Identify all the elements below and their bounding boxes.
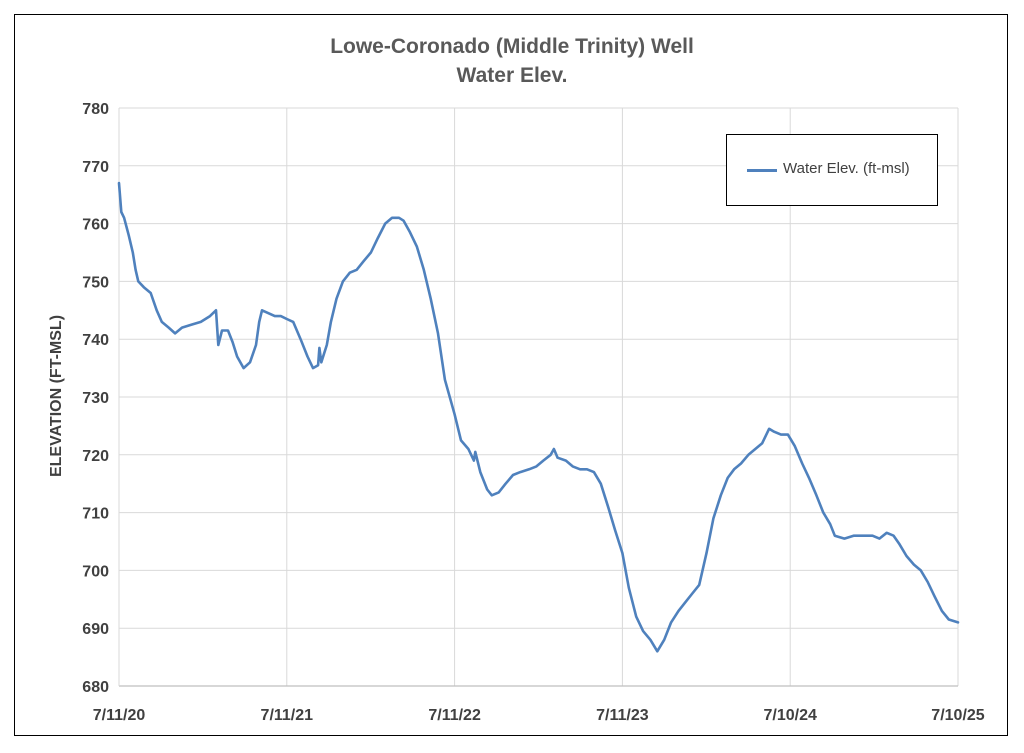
legend-label: Water Elev. (ft-msl) bbox=[783, 160, 910, 177]
y-tick-label: 690 bbox=[82, 621, 109, 638]
y-tick-label: 720 bbox=[82, 448, 109, 465]
x-tick-label: 7/11/23 bbox=[596, 707, 649, 724]
y-axis-label: ELEVATION (FT-MSL) bbox=[48, 315, 65, 477]
x-tick-label: 7/10/24 bbox=[764, 707, 817, 724]
legend: Water Elev. (ft-msl) bbox=[726, 134, 938, 206]
y-tick-label: 770 bbox=[82, 159, 109, 176]
chart-subtitle: Water Elev. bbox=[456, 64, 568, 87]
legend-swatch bbox=[747, 169, 777, 172]
y-tick-label: 700 bbox=[82, 563, 109, 580]
x-tick-label: 7/11/20 bbox=[93, 707, 146, 724]
axes bbox=[118, 108, 958, 687]
y-tick-label: 780 bbox=[82, 101, 109, 118]
x-tick-label: 7/11/21 bbox=[261, 707, 314, 724]
series-line-water-elev bbox=[117, 181, 960, 653]
y-tick-label: 710 bbox=[82, 506, 109, 523]
x-tick-label: 7/10/25 bbox=[931, 707, 984, 724]
y-tick-labels: 680 690 700 710 720 730 740 750 760 770 780 bbox=[82, 101, 109, 696]
series-layer bbox=[117, 181, 960, 653]
x-tick-label: 7/11/22 bbox=[428, 707, 481, 724]
chart-title: Lowe-Coronado (Middle Trinity) Well bbox=[330, 35, 694, 58]
x-tick-labels: 7/11/20 7/11/21 7/11/22 7/11/23 7/10/24 7/10/… bbox=[93, 707, 985, 724]
y-tick-label: 760 bbox=[82, 217, 109, 234]
y-tick-label: 730 bbox=[82, 390, 109, 407]
y-tick-label: 740 bbox=[82, 332, 109, 349]
y-tick-label: 680 bbox=[82, 679, 109, 696]
y-tick-label: 750 bbox=[82, 274, 109, 291]
